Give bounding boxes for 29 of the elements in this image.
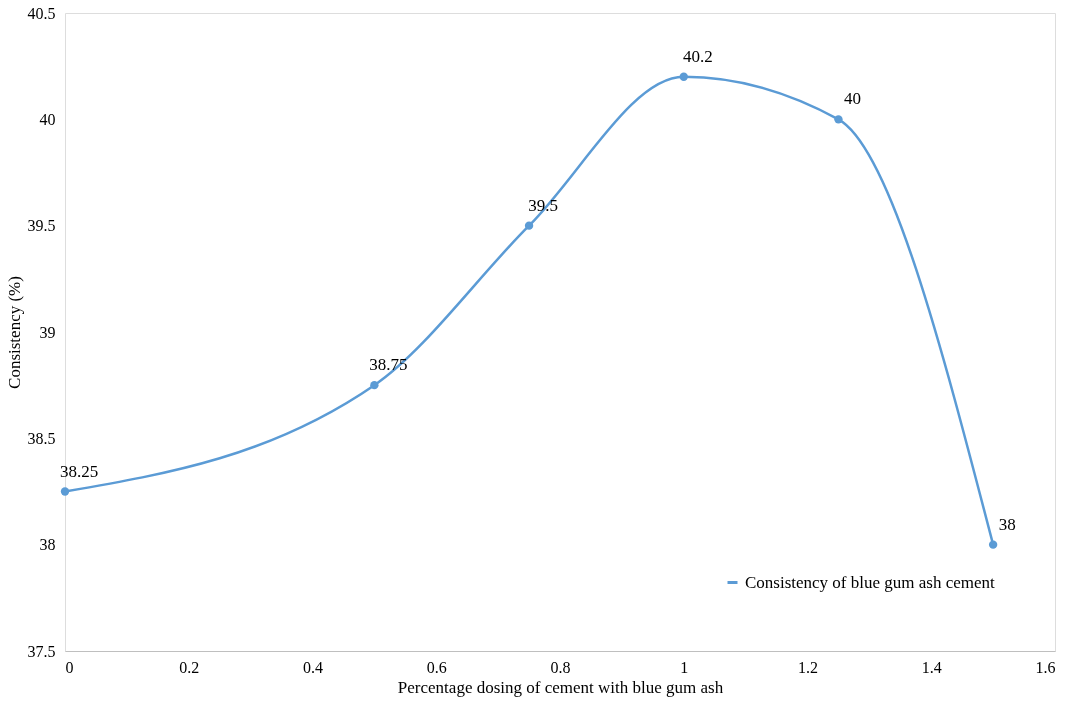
data-label: 38 (998, 514, 1016, 534)
y-tick-label: 38 (39, 536, 56, 554)
x-tick-label: 0.4 (303, 658, 323, 676)
point (988, 540, 998, 549)
x-tick-label: 0.8 (550, 658, 571, 676)
y-tick-label: 40.5 (27, 4, 56, 22)
point (524, 221, 534, 230)
point (370, 380, 379, 390)
data-label: 40 (843, 89, 861, 109)
y-axis-title: Consistency (%) (4, 276, 24, 389)
x-axis-title: Percentage dosing of cement with blue gum ash (397, 677, 724, 697)
data-label: 40.2 (682, 46, 713, 66)
x-tick-label: 1.2 (798, 658, 818, 676)
point (60, 487, 70, 496)
y-tick-label: 38.5 (27, 429, 56, 447)
data-label: 38.25 (59, 461, 99, 481)
legend-label: Consistency of blue gum ash cement (745, 572, 996, 592)
x-tick-label: 0 (65, 658, 74, 676)
y-tick-label: 40 (39, 110, 56, 128)
y-tick-label: 39.5 (27, 217, 56, 235)
x-tick-label: 1.6 (1035, 658, 1056, 676)
y-tick-label: 39 (39, 323, 56, 341)
x-tick-label: 0.2 (179, 658, 200, 676)
point (679, 72, 688, 81)
x-tick-label: 0.6 (426, 658, 447, 676)
point (834, 115, 843, 124)
y-tick-label: 37.5 (27, 642, 56, 660)
x-tick-label: 1.4 (921, 658, 942, 676)
x-tick-label: 1 (680, 658, 689, 676)
